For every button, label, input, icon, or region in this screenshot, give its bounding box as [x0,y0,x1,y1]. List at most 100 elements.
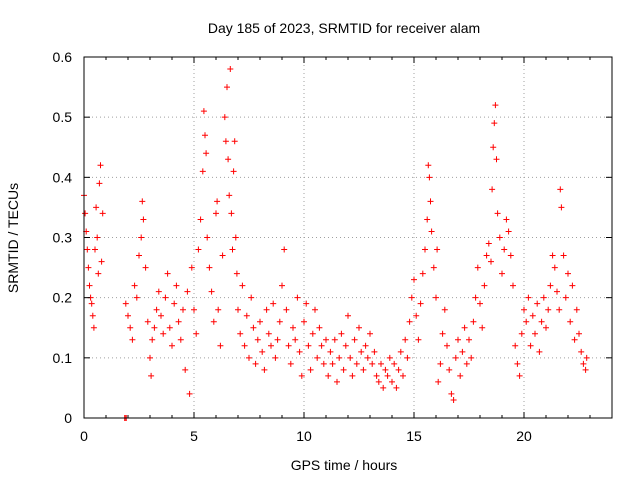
data-point [316,324,323,331]
data-point [279,282,285,289]
data-point [151,324,158,331]
data-point [84,246,91,253]
data-point [301,318,307,325]
data-point [457,372,464,379]
data-point [499,270,505,277]
data-point [127,324,134,331]
x-tick-label: 5 [190,428,198,444]
data-point [199,168,206,175]
data-point [276,318,283,325]
data-point [461,324,468,331]
data-point [241,342,248,349]
data-point [439,330,446,337]
data-point [182,366,189,373]
data-point [155,288,162,295]
data-point [228,210,235,217]
data-point [177,336,184,343]
data-point [232,234,239,241]
data-point [252,360,259,367]
data-point [296,348,303,355]
data-point [402,336,409,343]
data-point [472,294,479,301]
data-point [567,318,574,325]
data-point [422,246,428,253]
data-point [144,318,151,325]
data-point [265,330,272,337]
y-tick-label: 0.2 [53,290,73,306]
y-tick-label: 0.6 [53,49,73,65]
data-point [160,330,167,337]
data-point [290,324,296,331]
data-point [582,366,589,373]
chart-title: Day 185 of 2023, SRMTID for receiver ala… [208,20,480,36]
data-point [490,144,497,151]
data-point [140,216,147,223]
data-point [347,354,354,361]
data-point [573,306,580,313]
data-point [425,162,432,169]
data-point [545,306,552,313]
data-point [543,324,549,331]
data-point [89,312,96,319]
data-point [371,348,378,355]
data-point [129,336,136,343]
data-point [510,282,516,289]
data-point [479,324,486,331]
data-point [540,294,547,301]
data-point [99,210,106,217]
data-point [455,336,461,343]
data-point [507,252,514,259]
data-point [323,336,329,343]
data-point [411,276,417,283]
data-point [391,360,398,367]
data-point [261,366,268,373]
data-point [283,306,290,313]
data-point [562,294,569,301]
data-point [556,306,563,313]
data-point [86,282,93,289]
data-point [148,372,155,379]
data-point [468,354,475,361]
data-point [364,354,371,361]
data-point [292,336,299,343]
data-point [334,378,340,385]
data-point [551,264,558,271]
data-point [516,372,523,379]
data-point [248,294,255,301]
data-point [389,378,395,385]
axis-ticks [83,56,613,419]
data-point [285,342,292,349]
data-point [229,246,236,253]
data-point [239,282,246,289]
data-point [494,210,501,217]
data-point [397,348,404,355]
data-point [580,360,587,367]
data-point [345,312,351,319]
data-point [446,366,453,373]
data-point [406,318,413,325]
y-tick-label: 0.3 [53,230,73,246]
data-point [149,336,156,343]
data-point [427,198,434,205]
data-point [489,186,496,193]
y-tick-label: 0.4 [53,169,73,185]
data-point [314,354,321,361]
data-point [523,318,530,325]
data-point [485,240,492,247]
data-point [96,180,103,187]
data-point [433,294,439,301]
data-point [147,354,153,361]
data-point [287,360,294,367]
data-point [424,216,431,223]
data-point [162,294,169,301]
data-point [353,360,360,367]
data-point [525,294,532,301]
data-point [538,318,545,325]
data-point [259,348,266,355]
data-point [560,252,567,259]
data-point [441,306,448,313]
data-point [378,360,384,367]
data-point [274,336,281,343]
data-point [272,354,279,361]
